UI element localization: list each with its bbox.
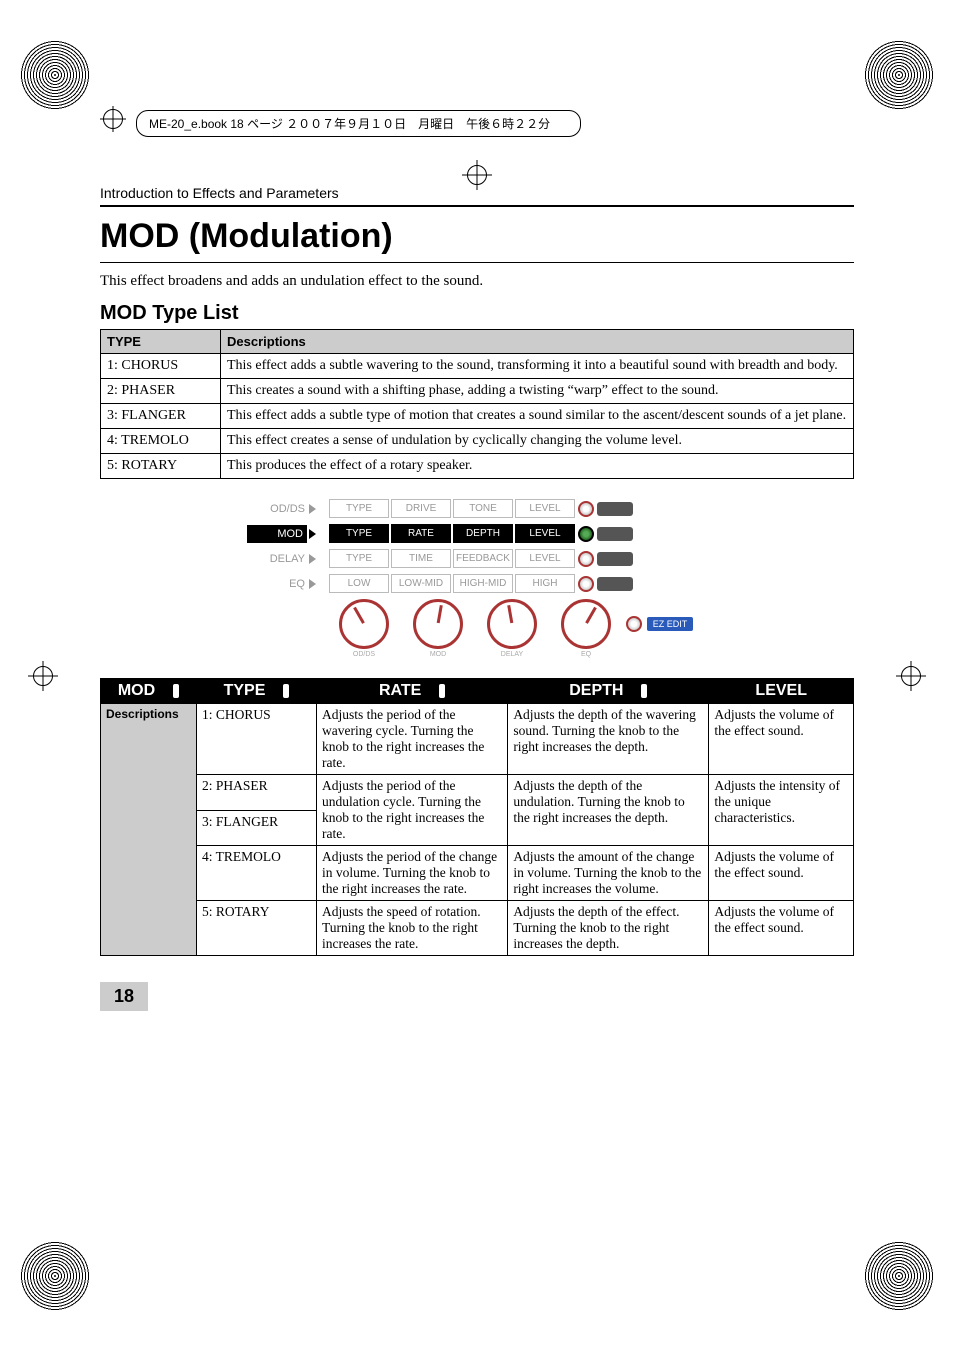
type-list-col-desc: Descriptions <box>221 330 854 354</box>
print-meta-header: ME-20_e.book 18 ページ ２００７年９月１０日 月曜日 午後６時２… <box>136 110 581 137</box>
type-list-heading: MOD Type List <box>100 302 854 325</box>
controls-row-label: Descriptions <box>101 704 197 956</box>
section-divider <box>100 205 854 207</box>
led-icon <box>578 501 594 517</box>
type-list-row: 1: CHORUSThis effect adds a subtle waver… <box>101 354 854 379</box>
knob-icon <box>561 599 611 649</box>
tick-icon <box>641 684 647 698</box>
controls-row: 5: ROTARY Adjusts the speed of rotation.… <box>101 901 854 956</box>
led-icon-active <box>578 526 594 542</box>
tri-icon <box>309 554 316 564</box>
row-label-mod: MOD <box>247 525 307 543</box>
section-breadcrumb: Introduction to Effects and Parameters <box>100 185 854 201</box>
controls-head-type: TYPE <box>197 679 317 704</box>
tri-icon <box>309 529 316 539</box>
controls-row: 2: PHASER Adjusts the period of the undu… <box>101 775 854 811</box>
row-label-odds: OD/DS <box>247 503 307 515</box>
corner-spiral-bottom-right <box>864 1241 934 1311</box>
tick-icon <box>173 684 179 698</box>
toggle-icon <box>597 552 633 566</box>
knob-icon <box>487 599 537 649</box>
knob-icon <box>339 599 389 649</box>
intro-paragraph: This effect broadens and adds an undulat… <box>100 273 854 290</box>
controls-head-level: LEVEL <box>709 679 854 704</box>
row-label-delay: DELAY <box>247 553 307 565</box>
tick-icon <box>439 684 445 698</box>
led-icon <box>578 551 594 567</box>
tick-icon <box>283 684 289 698</box>
type-list-row: 4: TREMOLOThis effect creates a sense of… <box>101 429 854 454</box>
controls-head-mod: MOD <box>101 679 197 704</box>
toggle-icon <box>597 577 633 591</box>
tri-icon <box>309 579 316 589</box>
led-icon <box>578 576 594 592</box>
type-list-col-type: TYPE <box>101 330 221 354</box>
tri-icon <box>309 504 316 514</box>
controls-row: 4: TREMOLO Adjusts the period of the cha… <box>101 846 854 901</box>
controls-row: Descriptions 1: CHORUS Adjusts the perio… <box>101 704 854 775</box>
controls-table: MOD TYPE RATE DEPTH LEVEL Descriptions 1… <box>100 678 854 956</box>
page-number: 18 <box>100 982 148 1011</box>
led-icon <box>626 616 642 632</box>
type-list-row: 2: PHASERThis creates a sound with a shi… <box>101 379 854 404</box>
panel-diagram: OD/DS TYPE DRIVE TONE LEVEL MOD TYPE RAT… <box>247 499 707 658</box>
row-label-eq: EQ <box>247 578 307 590</box>
type-list-table: TYPE Descriptions 1: CHORUSThis effect a… <box>100 329 854 479</box>
controls-head-rate: RATE <box>317 679 508 704</box>
controls-head-depth: DEPTH <box>508 679 709 704</box>
toggle-icon <box>597 527 633 541</box>
registration-mark-header <box>100 106 126 132</box>
title-underline <box>100 262 854 263</box>
type-list-row: 5: ROTARYThis produces the effect of a r… <box>101 454 854 479</box>
page-title: MOD (Modulation) <box>100 217 854 256</box>
ez-edit-badge: EZ EDIT <box>647 617 693 631</box>
knob-icon <box>413 599 463 649</box>
type-list-row: 3: FLANGERThis effect adds a subtle type… <box>101 404 854 429</box>
toggle-icon <box>597 502 633 516</box>
corner-spiral-bottom-left <box>20 1241 90 1311</box>
